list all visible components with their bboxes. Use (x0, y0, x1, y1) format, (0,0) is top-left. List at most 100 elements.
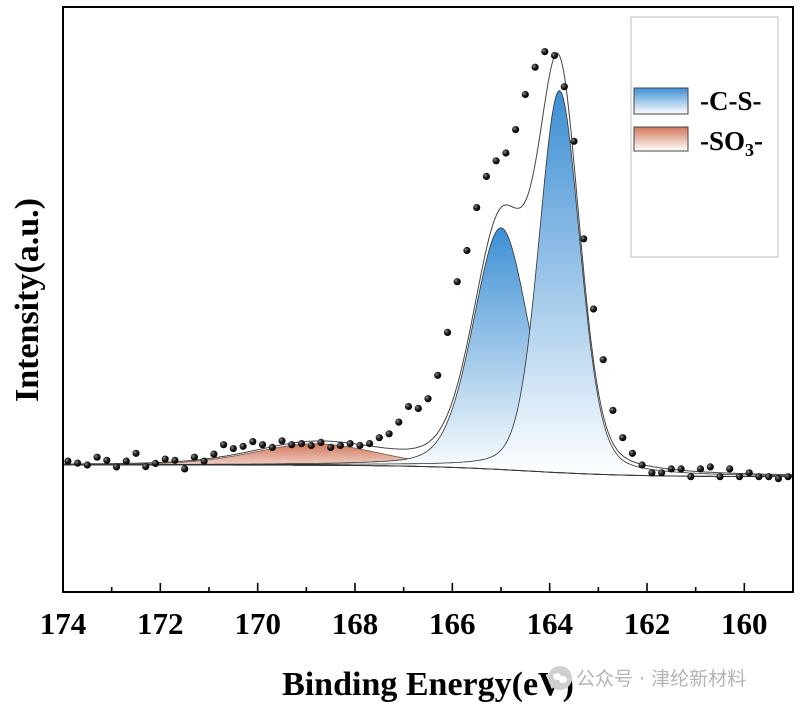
data-point (258, 441, 267, 449)
data-point (687, 473, 695, 481)
wechat-icon (548, 666, 572, 690)
legend: -C-S- -SO3- (630, 16, 779, 258)
data-point (288, 441, 296, 449)
data-point (774, 475, 783, 483)
data-point (268, 443, 276, 451)
data-point (599, 356, 607, 364)
legend-label-so3-suffix: - (754, 126, 763, 156)
data-point (297, 440, 306, 448)
data-point (395, 418, 403, 426)
data-point (239, 442, 247, 450)
data-point (677, 465, 685, 473)
data-point (229, 445, 237, 453)
watermark-text: 公众号 · 津纶新材料 (576, 668, 747, 690)
x-axis-title: Binding Energy(eV) (282, 666, 574, 703)
data-point (404, 402, 413, 411)
data-point (190, 453, 198, 461)
data-point (181, 465, 189, 473)
data-point (716, 473, 724, 481)
cs-peak-0 (63, 227, 793, 477)
x-tick-label: 174 (40, 606, 87, 641)
data-point (453, 278, 461, 286)
data-point (628, 449, 637, 457)
watermark: 公众号 · 津纶新材料 (548, 664, 746, 691)
data-point (336, 441, 344, 450)
background-line (63, 464, 793, 478)
y-axis-title: Intensity(a.u.) (9, 198, 46, 402)
data-point (434, 371, 442, 379)
legend-label-cs: -C-S- (700, 86, 762, 116)
x-tick-label: 172 (137, 606, 184, 641)
data-point (570, 137, 578, 145)
data-point (765, 473, 773, 481)
data-point (356, 441, 364, 450)
data-point (220, 441, 228, 449)
data-point (122, 457, 130, 465)
data-point (210, 450, 218, 458)
x-tick-label: 166 (429, 606, 476, 641)
legend-label-so3: -SO3- (700, 126, 763, 160)
x-tick-label: 164 (526, 606, 573, 641)
data-point (346, 440, 354, 448)
data-point (658, 469, 666, 477)
data-point (375, 434, 383, 442)
legend-label-so3-main: -SO (700, 126, 745, 156)
data-point (132, 449, 140, 457)
legend-swatch-so3 (633, 126, 689, 152)
plot-area (63, 48, 793, 483)
legend-label-so3-sub: 3 (745, 140, 754, 160)
data-point (550, 51, 559, 60)
data-point (502, 149, 510, 157)
data-point (492, 157, 500, 165)
x-tick-label: 160 (721, 606, 768, 641)
data-point (560, 83, 568, 91)
data-point (745, 469, 753, 477)
data-point (473, 204, 481, 212)
data-point (64, 457, 72, 465)
data-point (443, 328, 452, 336)
data-point (278, 437, 286, 445)
data-point (249, 438, 257, 446)
data-point (580, 235, 588, 243)
data-point (112, 463, 121, 471)
data-point (511, 126, 520, 134)
x-tick-label: 170 (234, 606, 281, 641)
data-point (366, 440, 374, 448)
data-point (726, 465, 734, 473)
data-point (103, 456, 111, 464)
data-point (200, 457, 208, 465)
data-point (161, 455, 169, 463)
data-point (385, 430, 393, 438)
legend-swatch-cs (633, 87, 689, 115)
x-tick-label: 168 (332, 606, 379, 641)
data-point (93, 453, 101, 461)
data-point (609, 406, 617, 414)
data-point (463, 246, 471, 255)
data-point (521, 90, 529, 99)
data-point (424, 395, 432, 403)
data-point (307, 441, 315, 450)
data-point (171, 456, 179, 464)
data-point (83, 461, 91, 469)
data-point (317, 438, 325, 446)
data-point (648, 469, 656, 477)
data-point (142, 463, 150, 471)
data-point (755, 473, 763, 481)
x-axis: 174 172 170 168 166 164 162 160 (40, 583, 794, 641)
x-tick-label: 162 (624, 606, 671, 641)
data-point (706, 463, 714, 471)
data-point (735, 473, 744, 481)
data-point (589, 305, 598, 313)
data-point (541, 48, 549, 56)
data-point (327, 443, 335, 451)
data-point (151, 459, 160, 467)
data-point (696, 465, 705, 473)
data-point (619, 434, 627, 442)
data-point (414, 404, 422, 412)
data-point (667, 465, 675, 473)
data-point (531, 63, 539, 71)
data-point (638, 461, 646, 469)
data-point (74, 459, 82, 467)
data-point (784, 473, 792, 481)
